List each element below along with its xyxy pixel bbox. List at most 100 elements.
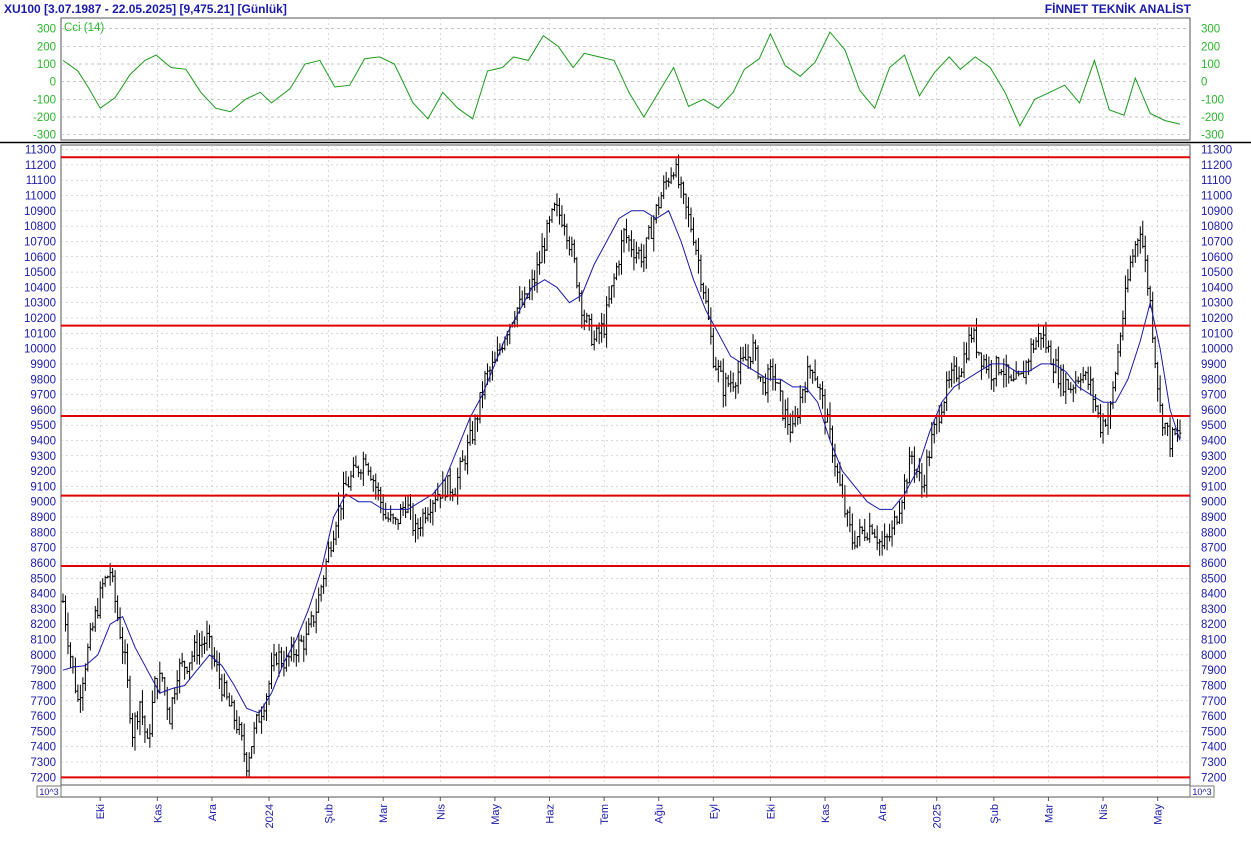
x-tick-label: Ağu (654, 804, 666, 824)
cci-tick-label-right: -300 (1201, 130, 1224, 142)
price-tick-label-right: 11300 (1201, 145, 1232, 157)
cci-panel-frame (60, 17, 1191, 141)
price-tick-label-left: 7300 (30, 757, 56, 769)
x-tick-label: Nis (435, 804, 447, 820)
price-tick-label-right: 7400 (1201, 742, 1227, 754)
horizontal-levels (61, 156, 1190, 779)
cci-tick-label-right: 100 (1201, 59, 1220, 71)
multiplier-text-left: 10^3 (39, 787, 58, 797)
cci-tick-label-left: -200 (33, 112, 56, 124)
x-tick-label: 2024 (264, 804, 276, 828)
price-tick-label-right: 10300 (1201, 298, 1233, 310)
price-tick-label-left: 10600 (24, 252, 56, 264)
price-tick-label-left: 10200 (24, 313, 56, 325)
price-tick-label-right: 11100 (1201, 175, 1231, 187)
multiplier-label-left: 10^3 (36, 785, 62, 798)
price-tick-label-left: 10100 (24, 328, 56, 340)
price-tick-label-left: 7200 (30, 772, 56, 784)
price-tick-label-right: 9200 (1201, 466, 1227, 478)
price-tick-label-left: 9000 (30, 497, 56, 509)
x-axis: Eki Kas Ara 2024 Şub Mar Nis May Haz Tem Ağu Eyl Eki… (61, 796, 1190, 828)
price-tick-label-right: 7500 (1201, 726, 1227, 738)
x-tick-label: Eki (765, 804, 777, 819)
price-tick-label-left: 10800 (24, 221, 56, 233)
price-tick-label-left: 7600 (30, 711, 56, 723)
price-tick-label-right: 7300 (1201, 757, 1227, 769)
x-tick-label: Şub (324, 804, 336, 824)
price-panel-frame (60, 144, 1191, 786)
price-tick-label-right: 9300 (1201, 451, 1227, 463)
price-tick-label-left: 7900 (30, 665, 56, 677)
price-tick-label-right: 9100 (1201, 481, 1227, 493)
price-tick-label-left: 8600 (30, 558, 56, 570)
price-tick-label-right: 11200 (1201, 160, 1232, 172)
price-tick-label-right: 10900 (1201, 206, 1233, 218)
cci-tick-label-left: 0 (50, 77, 56, 89)
moving-average-line (62, 210, 1181, 714)
x-tick-label: May (1153, 804, 1165, 825)
price-tick-label-right: 8300 (1201, 604, 1227, 616)
x-tick-label: Kas (152, 804, 164, 823)
price-tick-label-left: 8400 (30, 589, 56, 601)
price-tick-label-left: 8300 (30, 604, 56, 616)
price-tick-label-right: 8600 (1201, 558, 1227, 570)
price-tick-label-right: 10200 (1201, 313, 1233, 325)
x-tick-label: Eki (95, 804, 107, 819)
cci-tick-label-left: 100 (37, 59, 56, 71)
price-tick-label-left: 8000 (30, 650, 56, 662)
multiplier-text-right: 10^3 (1192, 787, 1211, 797)
multiplier-label-right: 10^3 (1189, 785, 1215, 798)
price-tick-label-left: 9900 (30, 359, 56, 371)
x-tick-label: Şub (989, 804, 1001, 824)
price-tick-label-right: 9400 (1201, 436, 1227, 448)
cci-grid (61, 18, 1190, 140)
price-tick-label-left: 11100 (26, 175, 56, 187)
price-tick-label-left: 7800 (30, 680, 56, 692)
price-tick-label-right: 9600 (1201, 405, 1227, 417)
price-tick-label-right: 10100 (1201, 328, 1233, 340)
cci-tick-label-right: 300 (1201, 24, 1220, 36)
price-tick-label-left: 10400 (24, 282, 56, 294)
x-tick-label: Haz (545, 804, 557, 824)
price-tick-label-right: 10500 (1201, 267, 1233, 279)
price-tick-label-right: 8500 (1201, 573, 1227, 585)
cci-tick-label-left: 300 (37, 24, 56, 36)
cci-tick-label-right: 0 (1201, 77, 1207, 89)
price-tick-label-right: 9500 (1201, 420, 1227, 432)
price-tick-label-right: 9800 (1201, 374, 1227, 386)
price-tick-label-right: 10800 (1201, 221, 1233, 233)
price-tick-label-right: 11000 (1201, 191, 1232, 203)
x-tick-label: May (490, 804, 502, 825)
price-panel: 11300 11300 11200 11200 11100 11100 11000 11000… (24, 144, 1233, 798)
price-y-axis: 11300 11300 11200 11200 11100 11100 11000 11000… (24, 145, 1233, 785)
price-tick-label-left: 8200 (30, 619, 56, 631)
price-tick-label-right: 8700 (1201, 543, 1227, 555)
cci-title: Cci (14) (64, 22, 104, 34)
x-tick-label: Ara (877, 803, 889, 821)
price-tick-label-right: 9900 (1201, 359, 1227, 371)
cci-tick-label-left: -300 (33, 130, 56, 142)
price-tick-label-right: 7200 (1201, 772, 1227, 784)
cci-tick-label-left: 200 (37, 41, 56, 53)
x-tick-label: Eyl (708, 804, 720, 819)
price-tick-label-left: 9700 (30, 390, 56, 402)
price-tick-label-left: 7400 (30, 742, 56, 754)
ohlc-bars (61, 154, 1182, 778)
price-tick-label-right: 7800 (1201, 680, 1227, 692)
x-tick-label: Tem (599, 804, 611, 825)
price-tick-label-right: 8200 (1201, 619, 1227, 631)
price-tick-label-left: 7500 (30, 726, 56, 738)
price-tick-label-left: 7700 (30, 696, 56, 708)
price-tick-label-left: 9200 (30, 466, 56, 478)
cci-panel: 300 300 200 200 100 100 0 0 -100 -100 -200 -200 -300… (33, 17, 1224, 142)
price-tick-label-left: 8500 (30, 573, 56, 585)
price-tick-label-left: 11300 (25, 145, 56, 157)
price-tick-label-left: 8100 (30, 635, 56, 647)
price-tick-label-right: 10600 (1201, 252, 1233, 264)
price-tick-label-right: 8000 (1201, 650, 1227, 662)
cci-tick-label-right: -100 (1201, 94, 1224, 106)
price-tick-label-right: 8400 (1201, 589, 1227, 601)
price-tick-label-left: 11200 (25, 160, 56, 172)
x-tick-label: Mar (1043, 804, 1055, 823)
